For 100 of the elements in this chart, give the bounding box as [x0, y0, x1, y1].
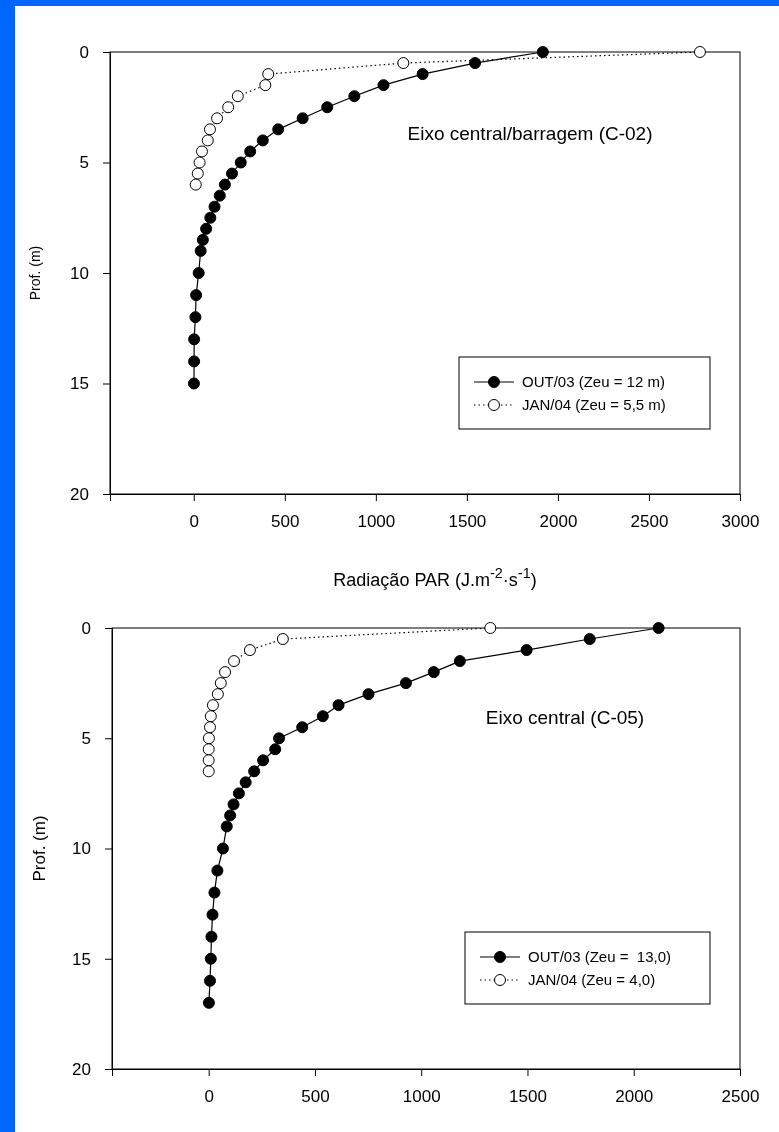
y-axis-title: Prof. (m): [27, 245, 43, 301]
point: [204, 952, 217, 965]
point: [259, 79, 272, 92]
point: [202, 765, 215, 778]
point: [248, 765, 261, 778]
x-tick-label: 500: [301, 1087, 330, 1107]
point: [536, 46, 549, 58]
point: [321, 101, 334, 114]
point: [348, 90, 361, 103]
point: [211, 112, 224, 125]
point: [469, 57, 482, 70]
annotation: Eixo central/barragem (C-02): [407, 123, 653, 144]
point: [272, 123, 285, 136]
point: [206, 699, 219, 712]
point: [227, 798, 240, 811]
legend-label: OUT/03 (Zeu = 12 m): [522, 373, 665, 390]
point: [296, 112, 309, 125]
point: [520, 644, 533, 657]
point: [224, 809, 237, 822]
legend-label: JAN/04 (Zeu = 5,5 m): [522, 396, 666, 413]
point: [693, 46, 706, 58]
point: [244, 145, 257, 158]
x-tick-label: 1000: [402, 1087, 441, 1107]
annotation: Eixo central (C-05): [485, 707, 645, 728]
point: [652, 622, 665, 634]
x-tick-label: 2500: [630, 512, 669, 532]
point: [453, 655, 466, 668]
point: [203, 974, 216, 987]
point: [191, 167, 204, 180]
y-tick-label: 10: [72, 839, 91, 859]
point: [208, 886, 221, 899]
point: [202, 754, 215, 767]
point: [227, 655, 240, 668]
point: [276, 633, 289, 646]
point: [218, 178, 231, 191]
point: [427, 666, 440, 679]
y-tick-label: 5: [79, 153, 89, 173]
point: [201, 134, 214, 147]
y-tick-label: 20: [70, 484, 89, 504]
point: [234, 156, 247, 169]
point: [220, 820, 233, 833]
y-tick-label: 5: [81, 729, 91, 749]
point: [484, 622, 497, 634]
legend-label: OUT/03 (Zeu = 13,0): [528, 948, 671, 965]
point: [200, 222, 213, 235]
point: [269, 743, 282, 756]
point: [332, 699, 345, 712]
point: [226, 167, 238, 180]
y-axis-title: Prof. (m): [30, 815, 49, 882]
y-tick-label: 20: [72, 1059, 91, 1079]
point: [362, 688, 375, 701]
point: [204, 211, 217, 224]
point: [213, 189, 226, 202]
point: [257, 754, 270, 767]
x-tick-label: 2000: [615, 1087, 654, 1107]
point: [190, 289, 203, 302]
y-tick-label: 0: [79, 42, 89, 62]
point: [188, 355, 201, 368]
point: [239, 776, 252, 789]
point: [203, 123, 216, 136]
x-tick-label: 1500: [509, 1087, 547, 1107]
point: [399, 677, 412, 690]
x-tick-label: 3000: [721, 512, 760, 532]
point: [188, 333, 201, 346]
point: [187, 377, 200, 390]
point: [189, 178, 202, 191]
x-tick-label: 1500: [448, 512, 487, 532]
point: [262, 68, 275, 81]
point: [208, 200, 221, 213]
point: [416, 68, 429, 81]
y-tick-label: 15: [72, 949, 91, 969]
point: [232, 787, 245, 800]
point: [205, 930, 218, 943]
point: [377, 79, 390, 92]
x-tick-label: 500: [271, 512, 300, 532]
point: [202, 743, 215, 756]
point: [211, 688, 224, 701]
point: [222, 101, 235, 114]
point: [243, 644, 256, 657]
legend-label: JAN/04 (Zeu = 4,0): [528, 971, 656, 988]
point: [583, 633, 596, 646]
point: [196, 233, 209, 246]
y-tick-label: 0: [81, 618, 91, 638]
point: [216, 842, 229, 855]
point: [296, 721, 309, 734]
x-tick-label: 0: [204, 1087, 214, 1107]
x-axis-title: Radiação PAR (J.m$^{-2}$·s$^{-1}$): [333, 565, 537, 590]
y-tick-label: 10: [70, 263, 89, 283]
x-tick-label: 2000: [539, 512, 578, 532]
point: [273, 732, 286, 745]
point: [206, 908, 219, 921]
point: [219, 666, 232, 679]
y-tick-label: 15: [70, 374, 89, 394]
point: [397, 57, 410, 70]
point: [231, 90, 244, 103]
point: [193, 156, 206, 169]
x-tick-label: 1000: [357, 512, 396, 532]
x-tick-label: 2500: [721, 1087, 760, 1107]
x-tick-label: 0: [189, 512, 199, 532]
point: [203, 721, 216, 734]
